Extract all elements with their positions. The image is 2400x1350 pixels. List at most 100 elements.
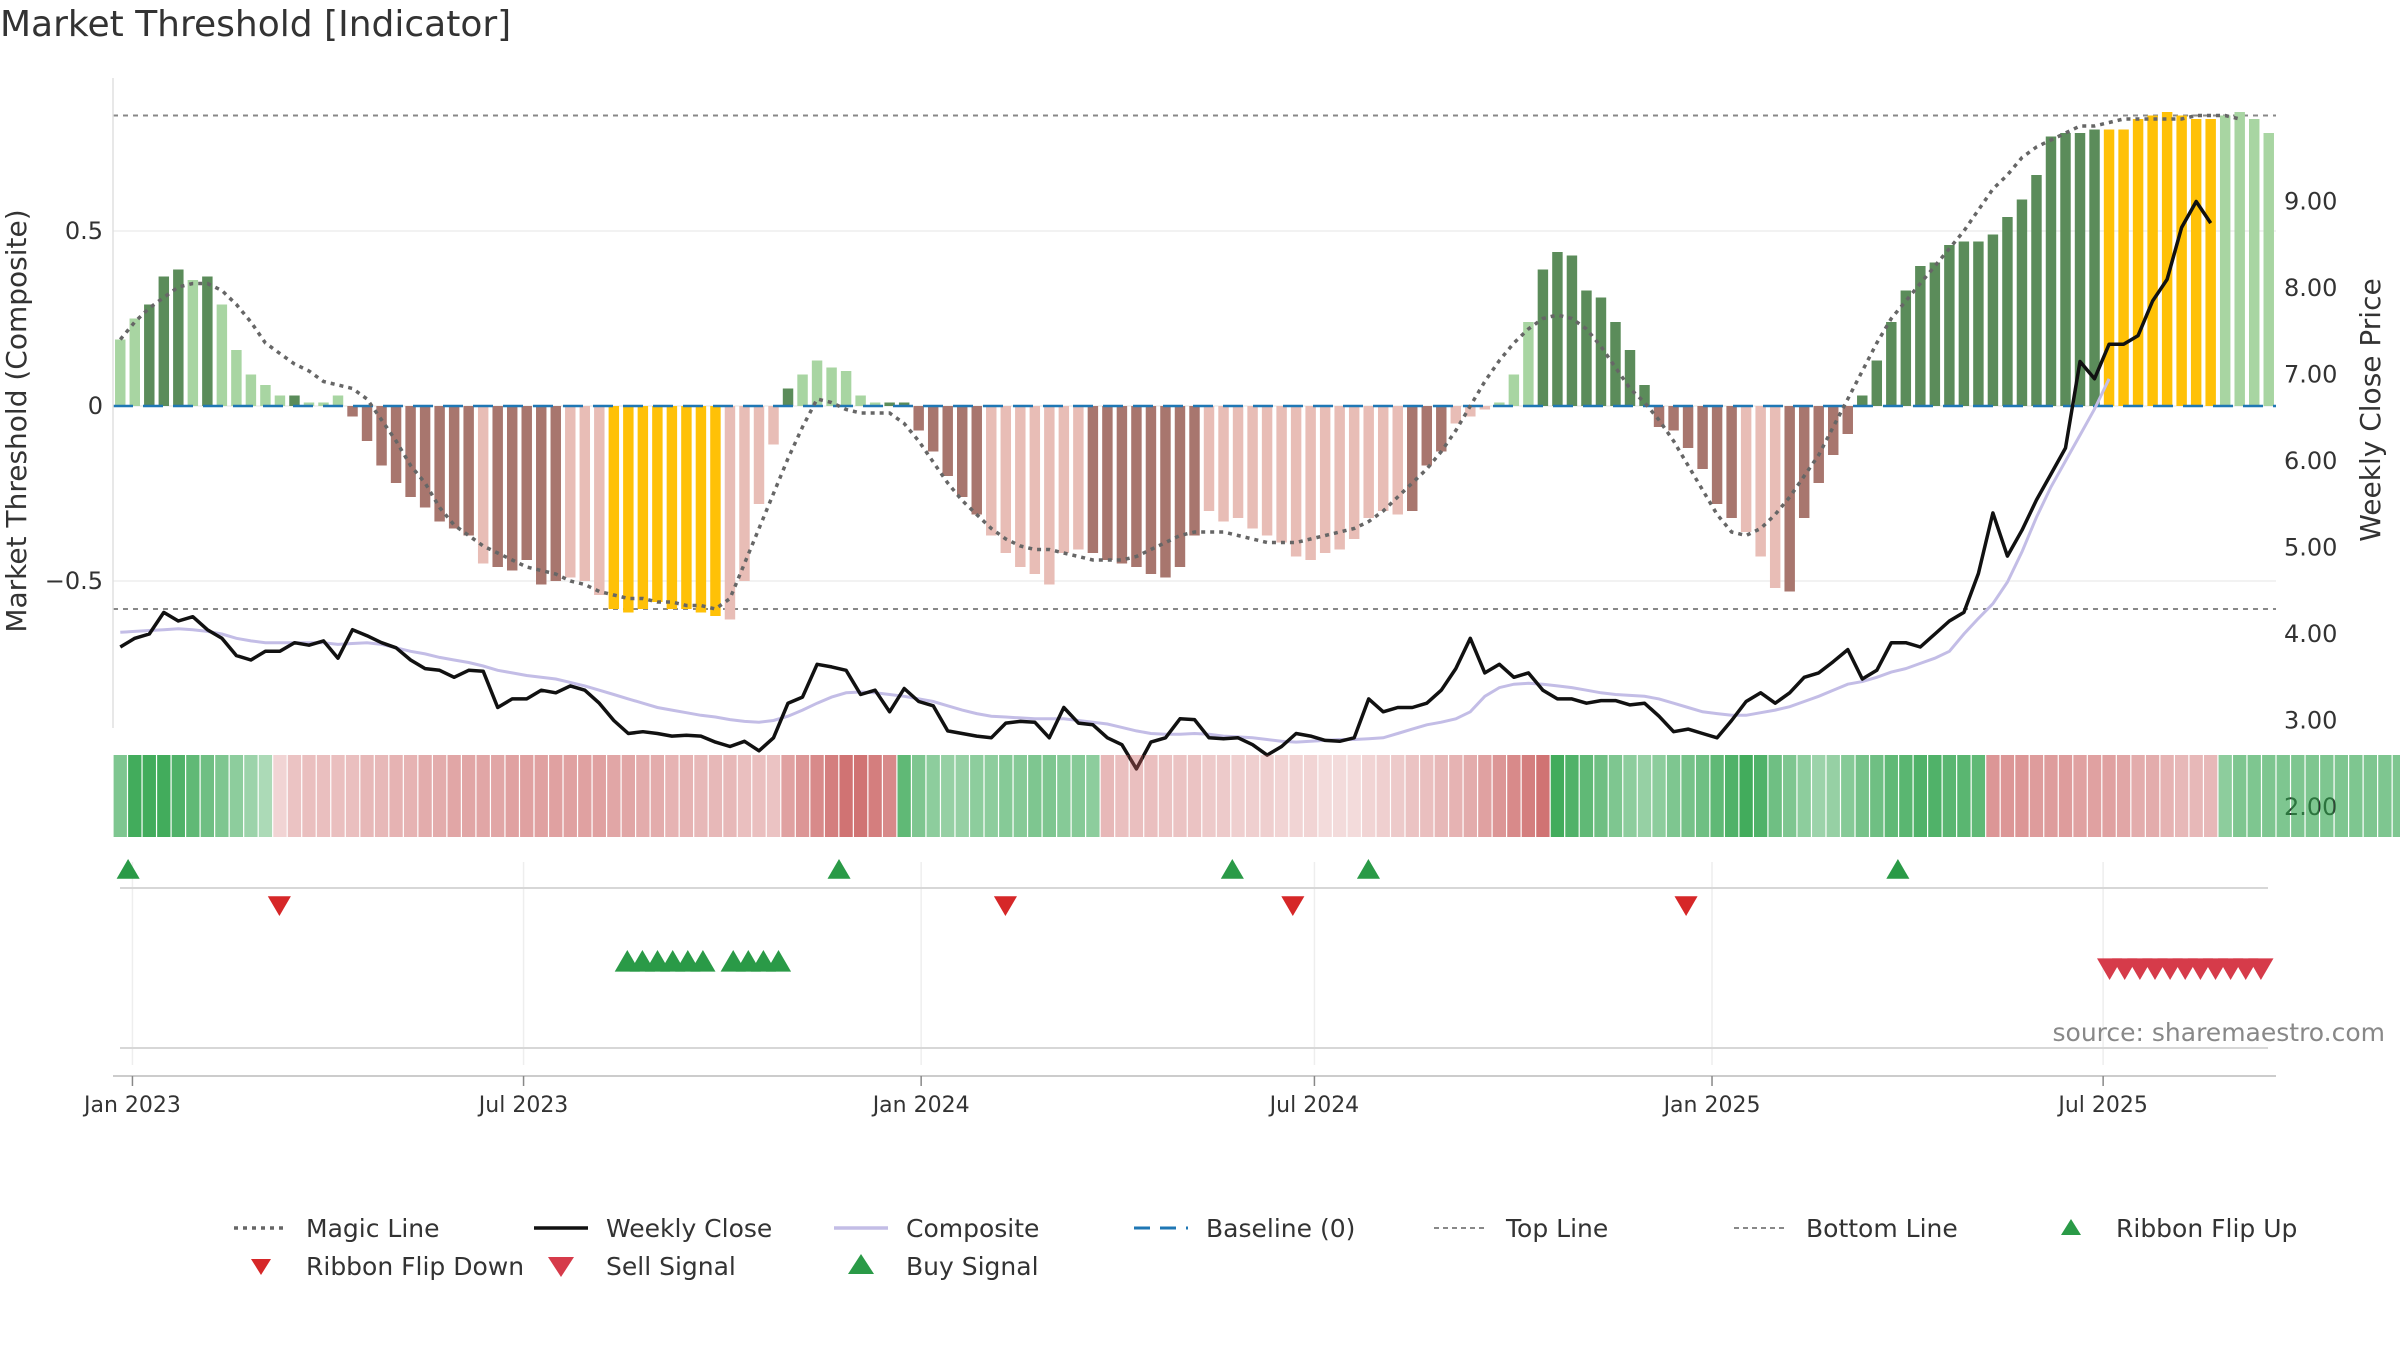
ribbon-cell	[2015, 755, 2029, 837]
composite-bar	[1886, 322, 1897, 406]
composite-bar	[1987, 234, 1999, 406]
ribbon-cell	[2044, 755, 2058, 837]
ribbon-cell	[403, 755, 418, 837]
composite-bar	[1363, 406, 1374, 518]
legend-label: Ribbon Flip Up	[2116, 1213, 2298, 1243]
ribbon-cell	[1507, 755, 1521, 837]
composite-bar	[144, 304, 155, 406]
ribbon-cell	[2174, 755, 2189, 837]
ribbon-cell	[1579, 755, 1594, 837]
ribbon-cell	[1245, 755, 1260, 837]
ribbon-cell	[941, 755, 955, 837]
ribbon-cell	[665, 755, 679, 837]
y-left-tick-label: −0.5	[45, 567, 103, 595]
ribbon-cell	[1942, 755, 1957, 837]
x-axis: Jan 2023 Jul 2023 Jan 2024 Jul 2024 Jan 2025…	[82, 1075, 2276, 1118]
composite-bar	[521, 406, 532, 560]
ribbon-cell	[1681, 755, 1695, 837]
sell-signal-marker	[2248, 958, 2274, 980]
y-right-tick-label: 4.00	[2284, 620, 2337, 648]
composite-bar	[332, 395, 344, 406]
ribbon-cell	[1013, 755, 1027, 837]
ribbon-flip-up-marker	[1886, 859, 1910, 879]
composite-bar	[1610, 322, 1621, 406]
composite-bar	[1595, 297, 1607, 406]
composite-bar	[1319, 406, 1331, 553]
ribbon-cell	[1768, 755, 1782, 837]
ribbon-cell	[374, 755, 389, 837]
ribbon-cell	[1928, 755, 1942, 837]
ribbon-cell	[418, 755, 432, 837]
ribbon-cell	[839, 755, 853, 837]
legend-label: Ribbon Flip Down	[306, 1251, 525, 1281]
legend-label: Weekly Close	[606, 1213, 773, 1243]
ribbon-cell	[1724, 755, 1739, 837]
y-right-tick-label: 6.00	[2284, 447, 2337, 475]
composite-bar	[390, 406, 402, 483]
composite-bar	[187, 280, 199, 406]
ribbon-cell	[142, 755, 156, 837]
ribbon-cell	[2102, 755, 2116, 837]
ribbon-cell	[795, 755, 810, 837]
ribbon-cell	[1870, 755, 1884, 837]
composite-bar	[1044, 406, 1055, 585]
ribbon-cell	[970, 755, 984, 837]
ribbon-cell	[534, 755, 548, 837]
composite-bar	[129, 318, 141, 406]
ribbon-cell	[882, 755, 897, 837]
ribbon-cell	[592, 755, 606, 837]
ribbon-cell	[810, 755, 824, 837]
ribbon-cell	[1362, 755, 1376, 837]
legend-item-buy: Buy Signal	[830, 1246, 1039, 1286]
ribbon-cell	[1173, 755, 1187, 837]
ribbon-cell	[360, 755, 374, 837]
ribbon-cell	[171, 755, 185, 837]
axes: 0.50−0.59.008.007.006.005.004.003.002.00…	[0, 78, 2387, 821]
composite-bar	[1276, 406, 1287, 543]
series-lines	[113, 113, 2276, 771]
composite-bar	[768, 406, 779, 445]
ribbon-cell	[1057, 755, 1071, 837]
composite-bar	[115, 339, 126, 406]
ribbon-cell	[302, 755, 316, 837]
ribbon-cell	[1115, 755, 1129, 837]
y-left-axis-title: Market Threshold (Composite)	[0, 209, 33, 632]
composite-bar	[289, 395, 300, 406]
ribbon-cell	[244, 755, 258, 837]
ribbon-cell	[287, 755, 302, 837]
composite-bar	[1160, 406, 1171, 578]
ribbon-cell	[1783, 755, 1797, 837]
composite-bar	[448, 406, 460, 529]
composite-bar	[797, 374, 808, 406]
ribbon-cell	[432, 755, 447, 837]
x-tick-label: Jan 2024	[871, 1093, 970, 1118]
composite-bar	[2176, 115, 2187, 406]
ribbon-cell	[1521, 755, 1536, 837]
composite-bar	[957, 406, 968, 497]
composite-bar	[608, 406, 620, 609]
composite-bar	[1711, 406, 1723, 504]
ribbon-cell	[737, 755, 752, 837]
composite-bar	[1029, 406, 1041, 574]
ribbon-cell	[1463, 755, 1477, 837]
ribbon-cell	[2087, 755, 2102, 837]
buy-signal-marker	[765, 950, 792, 972]
ribbon-cell	[1695, 755, 1710, 837]
composite-bar	[1232, 406, 1244, 518]
composite-bar	[231, 350, 242, 406]
ribbon-cell	[1550, 755, 1565, 837]
ribbon-cell	[1826, 755, 1840, 837]
ribbon-cell	[2320, 755, 2334, 837]
legend-item-flip_up: Ribbon Flip Up	[2040, 1208, 2297, 1248]
ribbon-cell	[824, 755, 839, 837]
ribbon-cell	[853, 755, 868, 837]
ribbon-cell	[200, 755, 215, 837]
ribbon-cell	[2029, 755, 2044, 837]
legend-label: Bottom Line	[1806, 1213, 1958, 1243]
buy-signal-marker	[690, 950, 716, 972]
composite-bar	[173, 269, 184, 406]
ribbon-cell	[331, 755, 345, 837]
composite-bar	[1102, 406, 1113, 560]
ribbon-flip-down-marker	[993, 896, 1017, 916]
ribbon-cell	[229, 755, 244, 837]
